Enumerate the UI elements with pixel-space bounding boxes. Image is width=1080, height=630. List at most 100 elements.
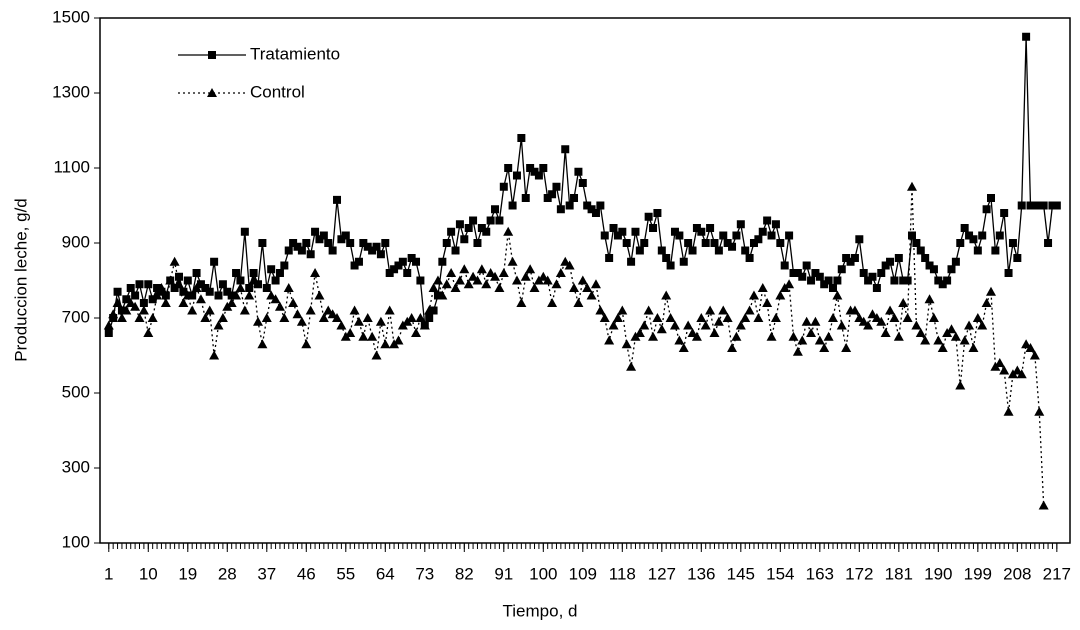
marker bbox=[735, 320, 746, 330]
marker bbox=[336, 320, 347, 330]
x-tick-label: 82 bbox=[455, 564, 474, 583]
marker bbox=[749, 239, 758, 247]
marker bbox=[486, 216, 495, 225]
marker bbox=[859, 269, 868, 277]
x-tick-label: 1 bbox=[104, 564, 113, 583]
marker bbox=[867, 309, 878, 319]
marker bbox=[836, 320, 847, 330]
marker bbox=[311, 227, 320, 236]
marker bbox=[539, 164, 548, 172]
marker bbox=[907, 231, 916, 240]
marker bbox=[188, 291, 197, 300]
marker bbox=[511, 275, 522, 285]
marker bbox=[403, 269, 412, 277]
marker bbox=[244, 290, 255, 300]
marker bbox=[797, 335, 808, 345]
marker bbox=[977, 320, 988, 330]
marker bbox=[780, 261, 789, 270]
marker bbox=[438, 257, 447, 266]
marker bbox=[811, 269, 820, 277]
marker bbox=[713, 316, 724, 326]
y-tick-label: 1500 bbox=[52, 7, 90, 26]
marker bbox=[481, 279, 492, 289]
marker bbox=[205, 287, 214, 296]
marker bbox=[561, 145, 570, 154]
marker bbox=[850, 254, 859, 262]
marker bbox=[609, 224, 618, 232]
marker bbox=[490, 271, 501, 281]
marker bbox=[981, 298, 992, 307]
marker bbox=[469, 216, 478, 225]
marker bbox=[346, 239, 355, 247]
marker bbox=[972, 313, 983, 322]
marker bbox=[507, 256, 518, 266]
marker bbox=[289, 239, 298, 247]
x-tick-label: 73 bbox=[415, 564, 434, 583]
marker bbox=[463, 279, 474, 289]
marker bbox=[770, 313, 781, 322]
marker bbox=[828, 284, 837, 292]
marker bbox=[112, 298, 123, 307]
marker bbox=[885, 305, 896, 315]
marker bbox=[837, 265, 846, 274]
marker bbox=[147, 313, 158, 322]
marker bbox=[613, 231, 622, 240]
marker bbox=[719, 231, 728, 240]
marker bbox=[573, 298, 584, 307]
marker bbox=[723, 239, 732, 247]
marker bbox=[564, 260, 575, 270]
marker bbox=[1008, 239, 1017, 247]
marker bbox=[798, 272, 807, 281]
marker bbox=[710, 239, 719, 247]
marker bbox=[714, 246, 723, 255]
marker bbox=[337, 235, 346, 244]
marker bbox=[547, 298, 558, 307]
marker bbox=[428, 283, 439, 292]
marker bbox=[662, 254, 671, 262]
x-tick-label: 181 bbox=[885, 564, 913, 583]
marker bbox=[327, 309, 338, 319]
marker bbox=[104, 329, 113, 337]
marker bbox=[1022, 32, 1031, 41]
marker bbox=[305, 305, 316, 315]
marker bbox=[956, 239, 965, 247]
x-tick-label: 64 bbox=[376, 564, 395, 583]
marker bbox=[160, 298, 171, 307]
marker bbox=[412, 257, 421, 266]
marker bbox=[226, 298, 237, 307]
marker bbox=[376, 250, 385, 259]
marker bbox=[657, 246, 666, 255]
marker bbox=[565, 201, 574, 210]
marker bbox=[815, 272, 824, 281]
marker bbox=[951, 257, 960, 266]
marker bbox=[349, 305, 360, 315]
marker bbox=[143, 328, 154, 337]
marker bbox=[520, 271, 531, 281]
marker bbox=[214, 291, 223, 300]
marker bbox=[670, 227, 679, 236]
marker bbox=[582, 283, 593, 292]
legend-marker bbox=[208, 51, 216, 59]
marker bbox=[432, 275, 443, 285]
marker bbox=[656, 324, 667, 334]
marker bbox=[801, 316, 812, 326]
marker bbox=[849, 305, 860, 315]
marker bbox=[174, 279, 185, 289]
marker bbox=[218, 280, 227, 289]
marker bbox=[792, 346, 803, 356]
marker bbox=[126, 284, 135, 292]
marker bbox=[802, 261, 811, 270]
marker bbox=[876, 316, 887, 326]
marker bbox=[687, 328, 698, 337]
marker bbox=[385, 269, 394, 277]
marker bbox=[741, 246, 750, 255]
marker bbox=[994, 358, 1005, 367]
marker bbox=[367, 331, 378, 341]
marker bbox=[429, 306, 438, 315]
x-tick-label: 217 bbox=[1043, 564, 1071, 583]
marker bbox=[210, 257, 219, 266]
marker bbox=[130, 301, 141, 311]
marker bbox=[1038, 500, 1049, 510]
marker bbox=[973, 246, 982, 255]
